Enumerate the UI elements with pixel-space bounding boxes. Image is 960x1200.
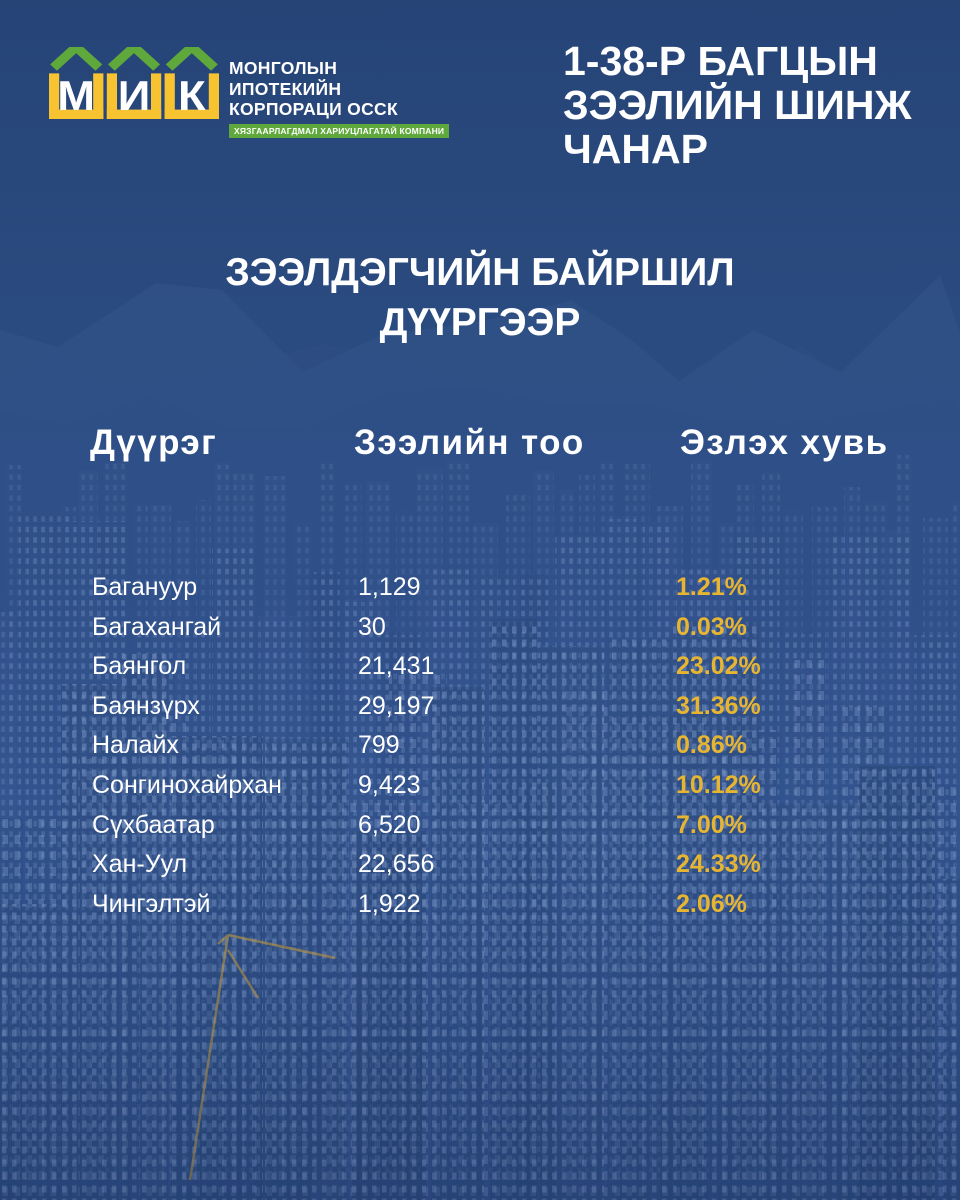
svg-text:М: М	[57, 73, 95, 119]
svg-text:И: И	[117, 73, 150, 119]
svg-text:К: К	[177, 73, 205, 119]
